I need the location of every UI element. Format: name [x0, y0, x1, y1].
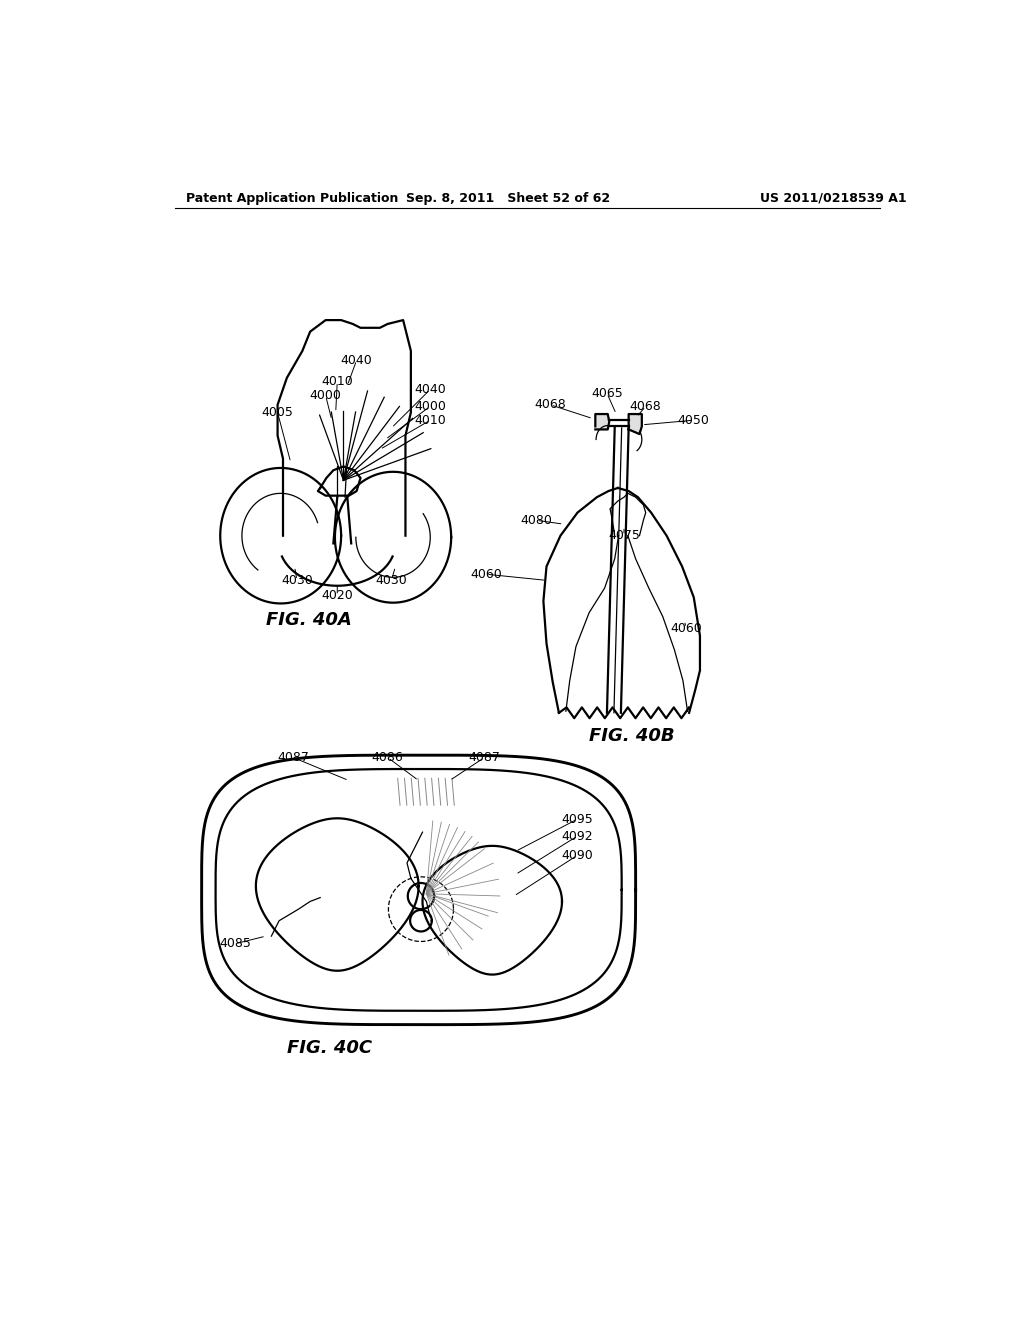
- Text: 4087: 4087: [469, 751, 501, 764]
- Text: Patent Application Publication: Patent Application Publication: [186, 191, 398, 205]
- Text: 4010: 4010: [415, 413, 446, 426]
- Text: 4040: 4040: [341, 354, 373, 367]
- Text: US 2011/0218539 A1: US 2011/0218539 A1: [760, 191, 906, 205]
- Text: 4090: 4090: [561, 849, 593, 862]
- Text: 4080: 4080: [520, 513, 552, 527]
- Text: 4005: 4005: [262, 407, 294, 418]
- Text: 4020: 4020: [322, 589, 353, 602]
- Text: 4060: 4060: [670, 622, 701, 635]
- Text: 4065: 4065: [591, 387, 623, 400]
- Text: Sep. 8, 2011   Sheet 52 of 62: Sep. 8, 2011 Sheet 52 of 62: [406, 191, 610, 205]
- Text: 4000: 4000: [415, 400, 446, 413]
- Text: 4075: 4075: [608, 529, 640, 543]
- Text: 4000: 4000: [309, 389, 342, 403]
- Text: 4040: 4040: [415, 383, 446, 396]
- Text: 4092: 4092: [562, 829, 593, 842]
- Text: 4060: 4060: [470, 568, 502, 581]
- Text: 4068: 4068: [535, 399, 566, 412]
- Text: 4085: 4085: [219, 937, 251, 950]
- Text: 4095: 4095: [561, 813, 593, 825]
- Text: FIG. 40A: FIG. 40A: [266, 611, 352, 630]
- Text: 4030: 4030: [281, 574, 312, 587]
- Text: FIG. 40B: FIG. 40B: [589, 727, 675, 744]
- Text: 4068: 4068: [630, 400, 662, 413]
- Polygon shape: [595, 414, 609, 429]
- Text: 4030: 4030: [376, 574, 408, 587]
- Text: 4050: 4050: [678, 413, 710, 426]
- Text: 4087: 4087: [278, 751, 309, 764]
- Text: 4086: 4086: [372, 751, 403, 764]
- Text: 4010: 4010: [322, 375, 353, 388]
- Polygon shape: [629, 414, 642, 434]
- Text: FIG. 40C: FIG. 40C: [287, 1039, 372, 1057]
